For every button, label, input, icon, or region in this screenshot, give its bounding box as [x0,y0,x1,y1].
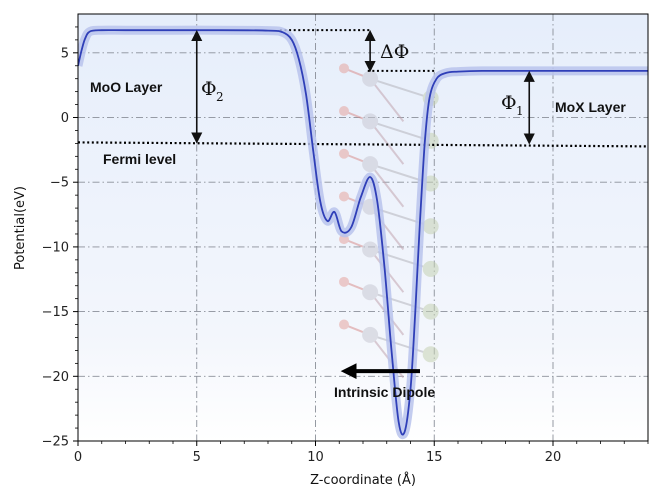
fermi-level-line [77,141,649,148]
bond-line [369,120,405,165]
mo-atom [362,241,379,258]
oxygen-atom [339,276,349,287]
y-tick-label: −5 [50,176,69,191]
fermi-level-label: Fermi level [103,151,176,167]
reference-lines [77,29,649,148]
mo-atom [362,284,379,301]
oxygen-atom [339,148,349,159]
intrinsic-dipole-label: Intrinsic Dipole [334,384,435,400]
oxygen-atom [339,191,349,202]
bond-line [369,77,431,100]
y-axis-title: Potential(eV) [13,186,28,270]
mox-layer-label: MoX Layer [555,99,626,115]
x-atom [422,303,439,320]
phi1-label: Φ [501,92,517,114]
oxygen-atom [339,63,349,74]
x-atom [422,260,439,277]
delta-phi-label: ΔΦ [380,41,409,63]
x-tick-label: 15 [426,450,443,465]
bond-line [369,333,431,356]
y-tick-label: −20 [42,370,69,385]
oxygen-atom [339,319,349,330]
oxygen-atom [339,106,349,117]
bond-line [369,291,431,313]
bond-line [369,120,431,142]
phi2-label: Φ [201,78,217,100]
bond-line [369,78,405,123]
x-tick-label: 5 [193,450,201,465]
y-tick-label: 5 [61,46,69,61]
phi2-subscript: 2 [216,90,224,104]
mo-atom [362,113,379,130]
bond-line [369,163,405,208]
mo-atom [362,70,379,87]
mo-atom [362,156,379,173]
x-tick-label: 20 [545,450,562,465]
y-tick-label: −10 [42,240,69,255]
y-tick-label: 0 [61,111,69,126]
x-tick-label: 10 [307,450,324,465]
x-atom [422,346,439,363]
x-axis-title: Z-coordinate (Å) [310,472,416,488]
x-atom [422,218,439,235]
x-tick-label: 0 [74,450,82,465]
mo-atom [362,326,379,343]
phi1-subscript: 1 [516,104,524,118]
y-tick-label: −25 [42,435,69,450]
annotation-arrows [191,29,535,380]
moo-layer-label: MoO Layer [90,79,163,95]
y-tick-label: −15 [42,305,69,320]
axis-ticks: 0 5 10 15 20 5 0 −5 −10 −15 −20 −25 [42,26,649,465]
potential-curve [78,29,648,436]
